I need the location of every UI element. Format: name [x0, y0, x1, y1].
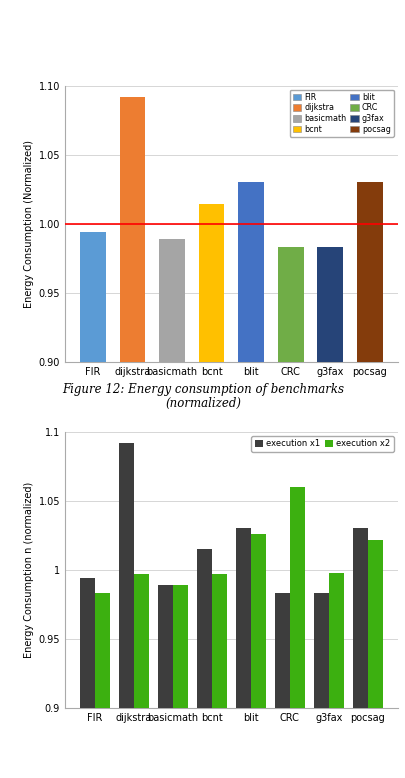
- Bar: [238, 182, 263, 778]
- Bar: [196, 549, 211, 778]
- Legend: execution x1, execution x2: execution x1, execution x2: [251, 436, 393, 451]
- Bar: [211, 574, 226, 778]
- Bar: [275, 594, 289, 778]
- Y-axis label: Energy Consumption n (normalized): Energy Consumption n (normalized): [24, 482, 34, 658]
- Bar: [198, 205, 224, 778]
- Bar: [313, 594, 328, 778]
- Bar: [250, 534, 265, 778]
- Bar: [134, 574, 148, 778]
- Y-axis label: Energy Consumption (Normalized): Energy Consumption (Normalized): [24, 140, 34, 307]
- Bar: [173, 585, 187, 778]
- Bar: [367, 539, 382, 778]
- Bar: [119, 443, 134, 778]
- Text: (normalized): (normalized): [164, 397, 241, 410]
- Bar: [119, 96, 145, 778]
- Bar: [289, 487, 304, 778]
- Bar: [352, 528, 367, 778]
- Bar: [158, 585, 173, 778]
- Text: Figure 12: Energy consumption of benchmarks: Figure 12: Energy consumption of benchma…: [62, 383, 343, 396]
- Bar: [80, 232, 106, 778]
- Bar: [356, 182, 382, 778]
- Bar: [159, 239, 185, 778]
- Bar: [317, 247, 342, 778]
- Legend: FIR, dijkstra, basicmath, bcnt, blit, CRC, g3fax, pocsag: FIR, dijkstra, basicmath, bcnt, blit, CR…: [289, 89, 393, 137]
- Bar: [236, 528, 250, 778]
- Bar: [277, 247, 303, 778]
- Bar: [328, 573, 343, 778]
- Bar: [95, 594, 109, 778]
- Bar: [80, 578, 95, 778]
